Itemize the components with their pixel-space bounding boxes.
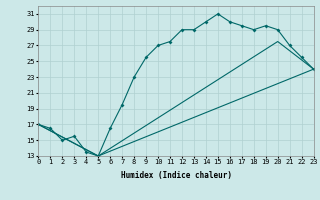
X-axis label: Humidex (Indice chaleur): Humidex (Indice chaleur)	[121, 171, 231, 180]
